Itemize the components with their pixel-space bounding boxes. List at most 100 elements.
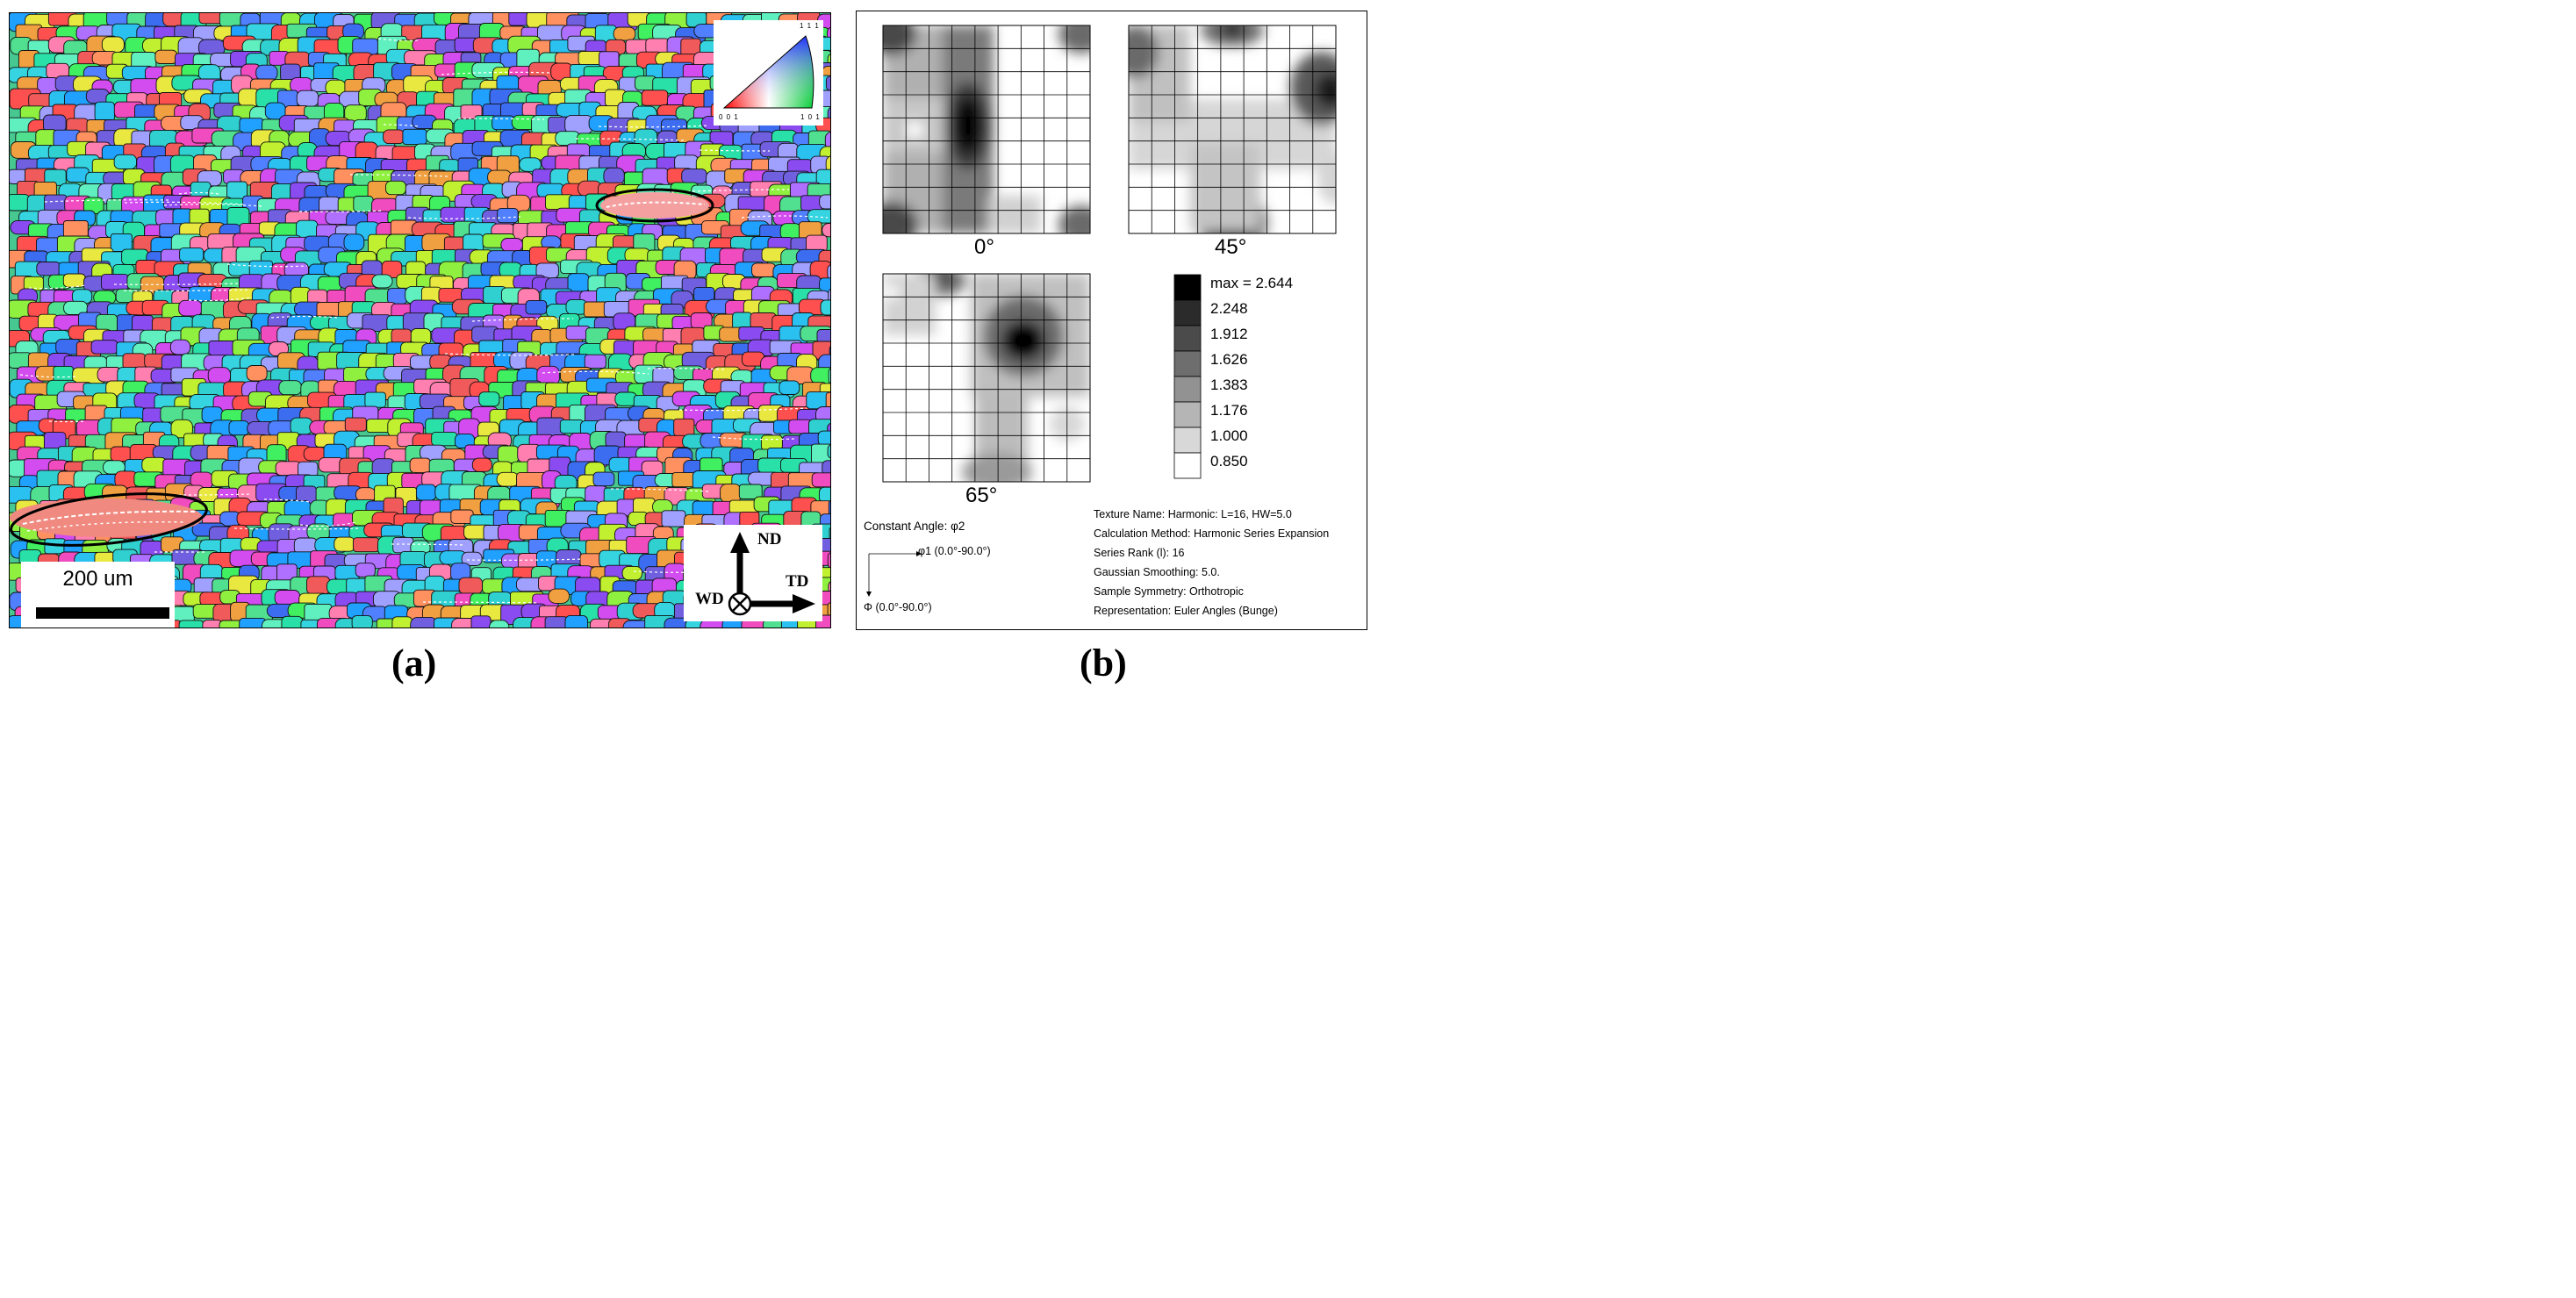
scale-bar: 200 um — [21, 562, 175, 627]
grain — [207, 367, 231, 384]
grain — [661, 510, 686, 527]
grain — [387, 288, 408, 305]
grain — [720, 484, 742, 503]
grain — [621, 565, 642, 581]
grain — [352, 38, 379, 55]
grain — [113, 154, 137, 169]
grain — [819, 277, 830, 293]
legend-swatch — [1173, 274, 1202, 301]
elongated-grain — [600, 192, 709, 219]
grain — [179, 247, 205, 262]
euler-axes-schematic — [866, 551, 922, 597]
grain — [567, 273, 590, 293]
ipf-color-key: 1 1 1 0 0 1 1 0 1 — [714, 20, 823, 125]
grain — [296, 90, 319, 107]
grain — [169, 339, 191, 355]
axis-label-nd: ND — [757, 530, 782, 549]
grain — [364, 391, 386, 408]
legend-swatch — [1173, 350, 1202, 377]
grain — [383, 129, 405, 145]
scale-bar-line — [36, 607, 169, 619]
grain — [497, 207, 519, 224]
ebsd-orientation-map: 1 1 1 0 0 1 1 0 1 200 um ND TD WD — [9, 12, 831, 628]
intensity-legend — [1173, 274, 1202, 479]
grain — [548, 588, 570, 604]
odf-section-0 — [882, 25, 1091, 234]
legend-swatch — [1173, 427, 1202, 454]
grain — [828, 368, 830, 384]
grain — [544, 616, 568, 627]
grain — [779, 380, 800, 395]
ipf-label-111: 1 1 1 — [800, 22, 820, 30]
highlight-ellipse-upper — [595, 188, 714, 223]
grain — [351, 615, 373, 627]
grain — [154, 49, 178, 64]
grain — [751, 262, 777, 277]
grain — [800, 195, 822, 212]
grain — [811, 472, 830, 488]
legend-value: 1.176 — [1210, 402, 1248, 419]
odf-section-65 — [882, 273, 1091, 483]
grain — [219, 620, 246, 627]
panel-label-a: (a) — [391, 642, 437, 685]
legend-swatch — [1173, 452, 1202, 479]
grain — [496, 471, 520, 487]
grain — [410, 616, 438, 627]
panel-label-b: (b) — [1080, 642, 1127, 685]
section-label-65: 65° — [965, 484, 998, 507]
grain — [824, 132, 830, 150]
grain — [110, 446, 133, 462]
grain — [828, 499, 830, 518]
grain — [827, 264, 830, 281]
grain — [825, 155, 830, 174]
grain — [94, 101, 115, 122]
legend-value: 1.000 — [1210, 427, 1248, 444]
grain — [519, 157, 542, 172]
grain — [825, 75, 830, 91]
grain — [352, 537, 380, 553]
grain — [391, 328, 412, 344]
grain — [559, 419, 584, 434]
grain — [178, 299, 203, 317]
grain — [807, 209, 830, 224]
grain — [255, 64, 278, 82]
grain — [402, 128, 427, 145]
legend-swatch — [1173, 401, 1202, 428]
grain — [461, 551, 483, 566]
ipf-label-001: 0 0 1 — [719, 113, 739, 121]
legend-value: 0.850 — [1210, 453, 1248, 470]
grain — [392, 536, 414, 554]
grain — [431, 431, 458, 447]
info-gaussian: Gaussian Smoothing: 5.0. — [1094, 566, 1220, 578]
grain — [645, 38, 671, 54]
grain — [673, 418, 695, 436]
grain — [274, 590, 301, 606]
grain — [818, 486, 830, 504]
grain — [827, 444, 830, 459]
grain — [62, 273, 86, 288]
info-series-rank: Series Rank (l): 16 — [1094, 547, 1185, 559]
grain — [130, 78, 161, 96]
axis-label-td: TD — [786, 572, 809, 591]
grain — [827, 602, 830, 618]
grain — [788, 419, 812, 434]
grain — [829, 345, 830, 357]
grain — [355, 563, 376, 577]
grain — [738, 326, 765, 341]
grain — [110, 233, 133, 252]
grain — [564, 614, 589, 627]
grain — [584, 354, 606, 369]
grain — [671, 472, 696, 488]
grain — [281, 615, 304, 627]
legend-value: 1.912 — [1210, 326, 1248, 342]
grain — [415, 484, 437, 501]
grain — [385, 180, 406, 196]
info-texture-name: Texture Name: Harmonic: L=16, HW=5.0 — [1094, 508, 1292, 520]
grain — [90, 340, 118, 355]
grain — [478, 391, 500, 407]
grain — [278, 380, 302, 396]
grain — [692, 500, 716, 517]
grain — [458, 577, 483, 594]
highlight-ellipse-lower — [10, 492, 208, 547]
info-symmetry: Sample Symmetry: Orthotropic — [1094, 585, 1244, 598]
